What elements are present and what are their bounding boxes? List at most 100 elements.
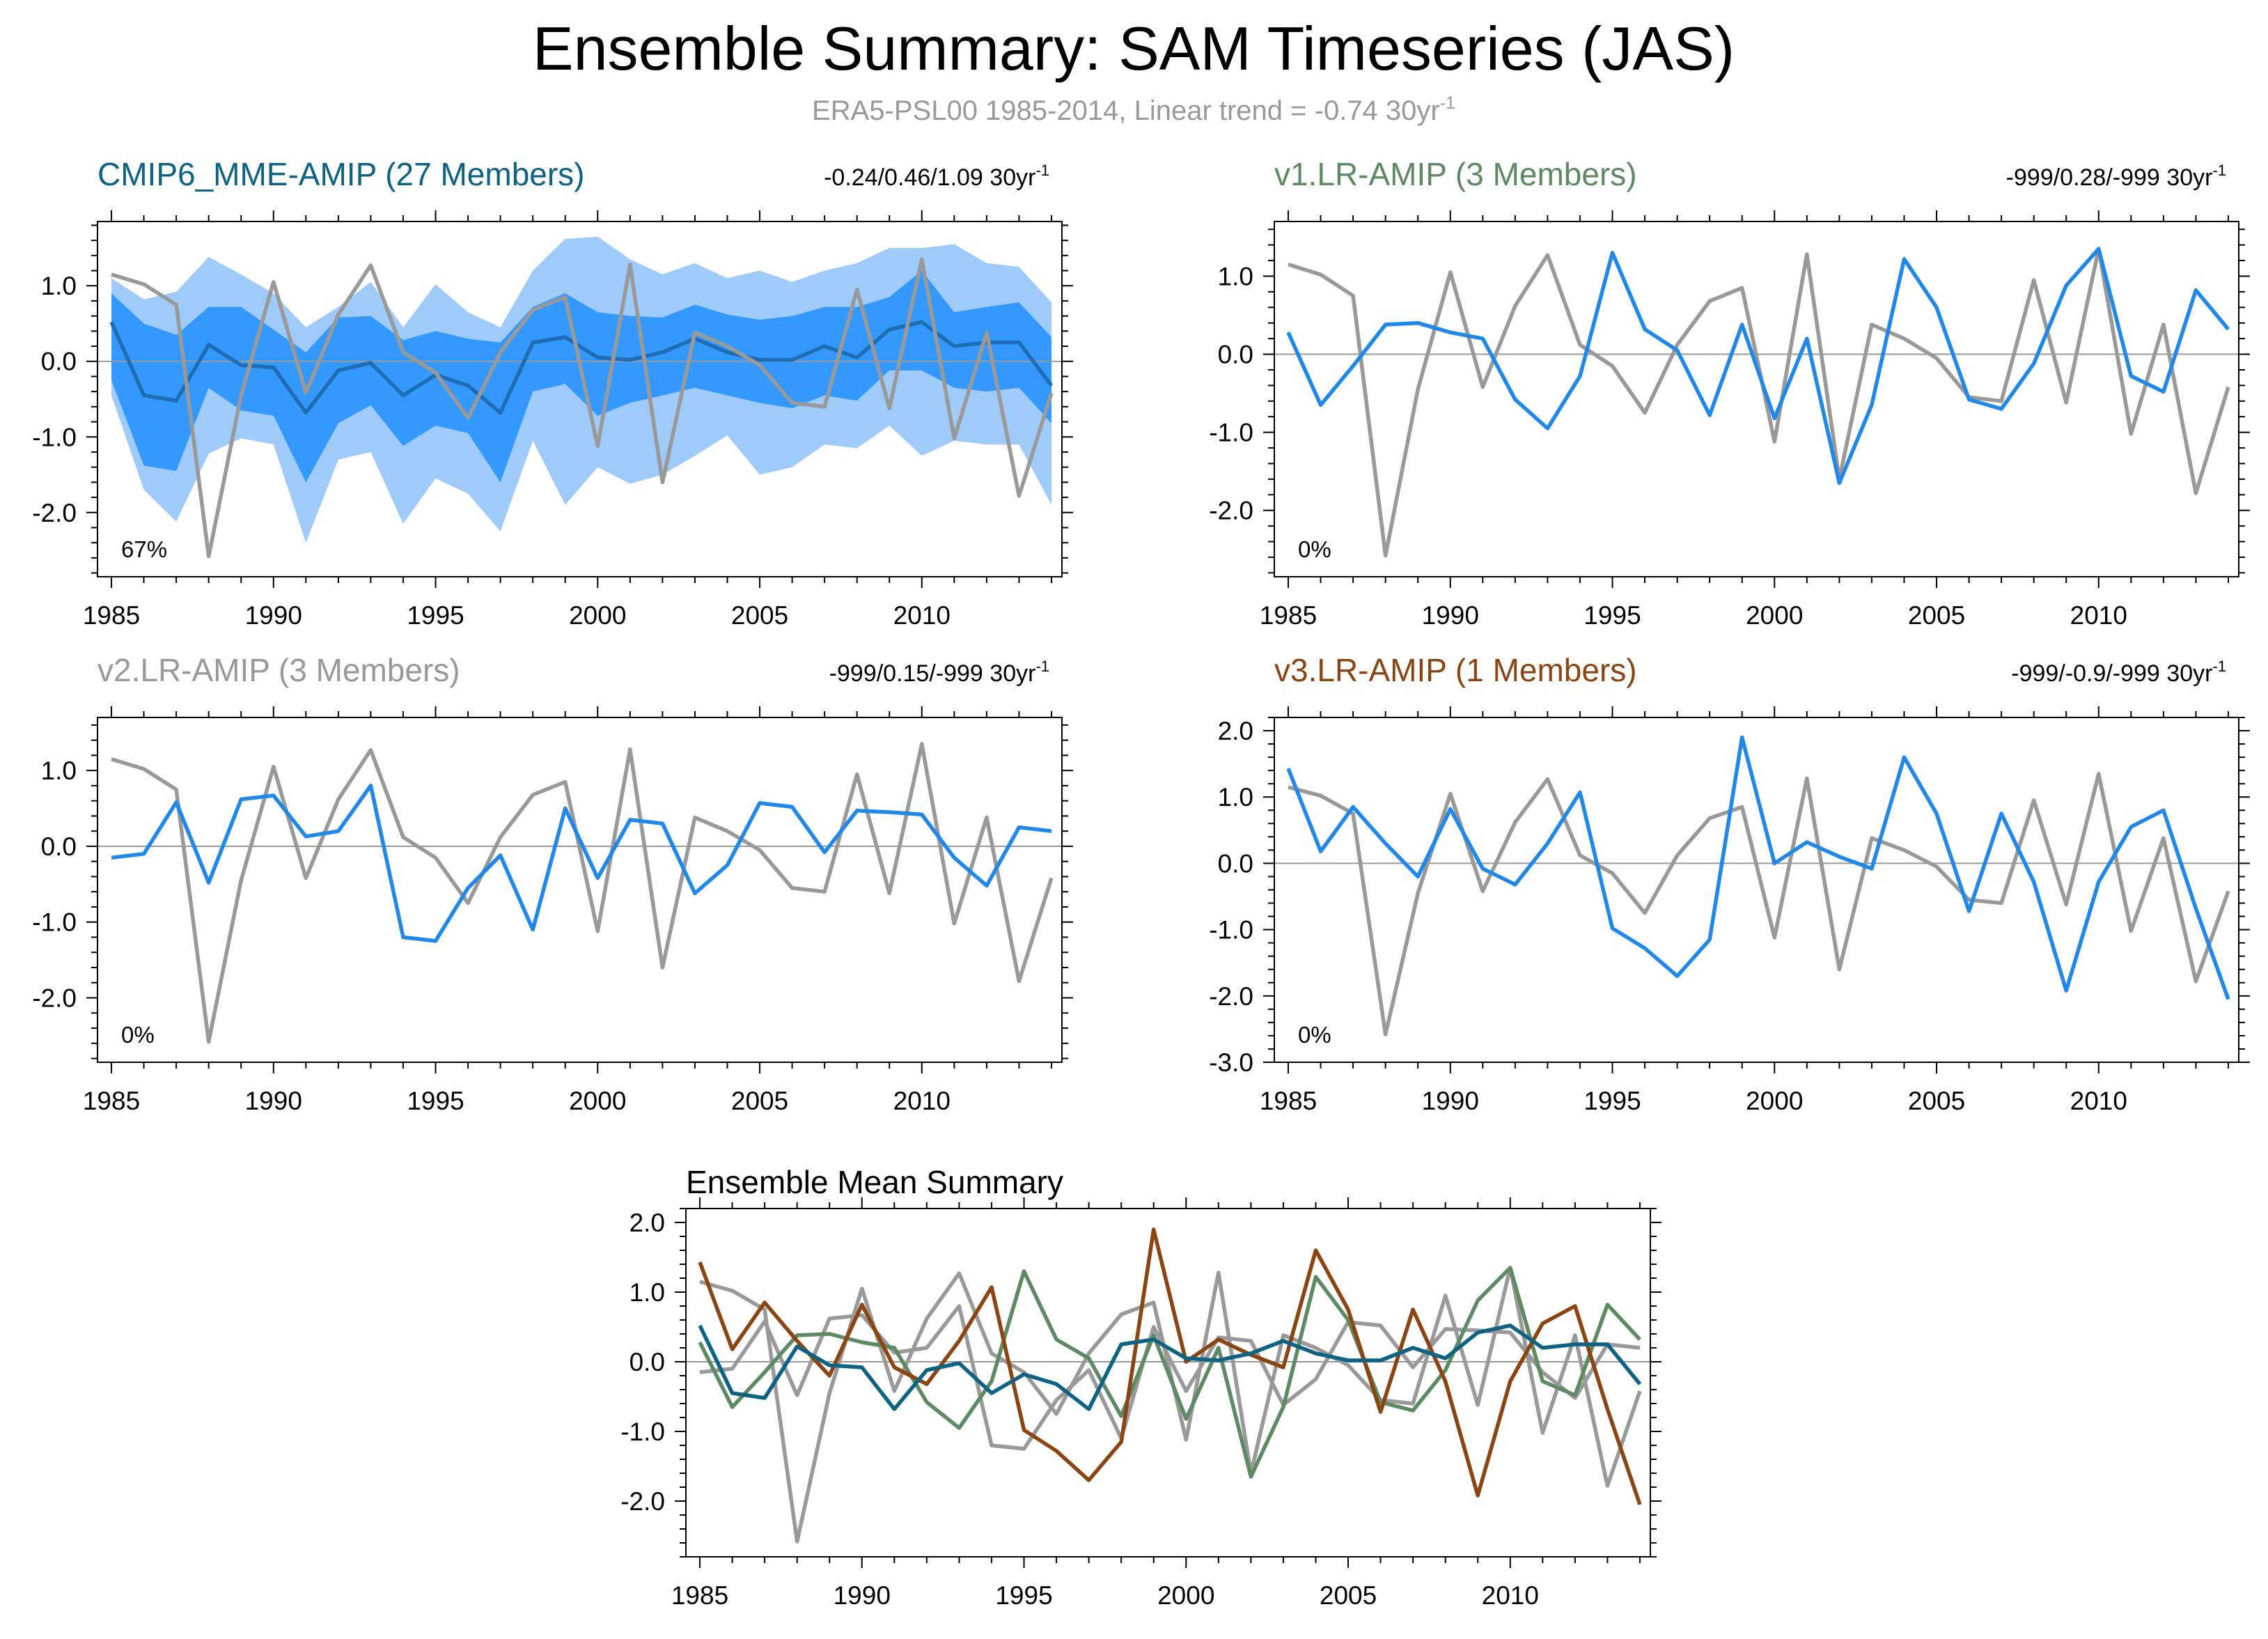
- percent-label: 0%: [1298, 1022, 1331, 1048]
- y-tick-label: -2.0: [32, 984, 77, 1013]
- y-tick-label: 0.0: [629, 1348, 665, 1376]
- figure-title: Ensemble Summary: SAM Timeseries (JAS): [533, 14, 1735, 83]
- panel-v1: v1.LR-AMIP (3 Members) -999/0.28/-999 30y…: [1209, 156, 2250, 630]
- y-tick-label: 1.0: [1218, 262, 1253, 290]
- observed-line: [111, 257, 1054, 559]
- y-tick-label: 2.0: [1218, 717, 1253, 745]
- x-tick-label: 1985: [1260, 601, 1317, 630]
- x-tick-label: 2010: [893, 601, 951, 630]
- x-tick-label: 1990: [1422, 1087, 1479, 1115]
- percent-label: 0%: [121, 1022, 155, 1048]
- x-tick-label: 1995: [1583, 1087, 1641, 1115]
- ensemble-mean-line: [1286, 735, 2230, 1000]
- panel-mme: CMIP6_MME-AMIP (27 Members) -0.24/0.46/1.…: [32, 156, 1073, 630]
- trend-label: -999/0.15/-999 30yr-1: [829, 658, 1049, 687]
- y-tick-label: -1.0: [32, 423, 77, 451]
- y-tick-label: -1.0: [1209, 916, 1253, 945]
- y-tick-label: 0.0: [41, 832, 77, 861]
- observed-line: [1288, 772, 2230, 1036]
- x-tick-label: 2010: [2070, 601, 2127, 630]
- trend-superscript: -1: [1035, 162, 1049, 179]
- x-tick-label: 1985: [83, 601, 140, 630]
- y-tick-label: -2.0: [1209, 497, 1253, 525]
- percent-label: 67%: [121, 536, 167, 562]
- y-tick-label: 1.0: [41, 756, 77, 785]
- ensemble-mean-line: [1286, 247, 2230, 486]
- series-line-v3: [698, 1227, 1642, 1505]
- y-tick-label: -2.0: [1209, 982, 1253, 1011]
- panel-title: CMIP6_MME-AMIP (27 Members): [97, 156, 585, 192]
- x-tick-label: 2005: [731, 1087, 788, 1115]
- x-tick-label: 1995: [995, 1581, 1052, 1610]
- panel-group: CMIP6_MME-AMIP (27 Members) -0.24/0.46/1.…: [32, 156, 2250, 1610]
- trend-label: -999/-0.9/-999 30yr-1: [2011, 658, 2226, 687]
- x-tick-label: 2005: [1320, 1581, 1377, 1610]
- trend-text: -999/-0.9/-999 30yr: [2011, 660, 2212, 687]
- x-tick-label: 1995: [1583, 601, 1641, 630]
- observed-line: [111, 742, 1054, 1044]
- x-tick-label: 1995: [407, 1087, 464, 1115]
- y-tick-label: 2.0: [629, 1209, 665, 1237]
- x-tick-label: 1990: [245, 601, 302, 630]
- ensemble-mean-line: [109, 320, 1054, 415]
- trend-text: -999/0.28/-999 30yr: [2006, 164, 2213, 191]
- y-tick-label: 1.0: [629, 1278, 665, 1307]
- y-tick-label: -1.0: [620, 1417, 665, 1446]
- y-tick-label: -3.0: [1209, 1048, 1253, 1077]
- x-tick-label: 2005: [1908, 1087, 1965, 1115]
- x-tick-label: 2000: [1746, 601, 1803, 630]
- percent-label: 0%: [1298, 536, 1331, 562]
- trend-superscript: -1: [2212, 658, 2226, 675]
- x-tick-label: 1990: [1422, 601, 1479, 630]
- plot-frame: [97, 221, 1063, 577]
- y-tick-label: 0.0: [1218, 849, 1253, 878]
- y-tick-label: 0.0: [1218, 341, 1253, 369]
- panel-v3: v3.LR-AMIP (1 Members) -999/-0.9/-999 30y…: [1209, 652, 2250, 1115]
- x-tick-label: 1985: [671, 1581, 728, 1610]
- figure-subtitle-text: ERA5-PSL00 1985-2014, Linear trend = -0.…: [812, 95, 1440, 126]
- y-tick-label: -2.0: [32, 499, 77, 527]
- y-tick-label: 1.0: [41, 272, 77, 300]
- observed-line: [1288, 247, 2230, 558]
- panel-title: v1.LR-AMIP (3 Members): [1274, 156, 1637, 192]
- x-tick-label: 2005: [1908, 601, 1965, 630]
- trend-superscript: -1: [2212, 162, 2226, 179]
- y-tick-label: -1.0: [32, 908, 77, 937]
- y-tick-label: -2.0: [620, 1487, 665, 1516]
- figure-subtitle-superscript: -1: [1440, 93, 1455, 113]
- x-tick-label: 2000: [1746, 1087, 1803, 1115]
- series-line-mme_summary: [698, 1323, 1642, 1411]
- x-tick-label: 2000: [569, 601, 626, 630]
- plot-frame: [1274, 221, 2239, 577]
- figure-subtitle: ERA5-PSL00 1985-2014, Linear trend = -0.…: [812, 93, 1455, 126]
- series-line-v1: [698, 1266, 1642, 1479]
- y-tick-label: 0.0: [41, 348, 77, 376]
- panel-v2: v2.LR-AMIP (3 Members) -999/0.15/-999 30y…: [32, 652, 1073, 1115]
- x-tick-label: 2010: [2070, 1087, 2127, 1115]
- x-tick-label: 1995: [407, 601, 464, 630]
- y-tick-label: 1.0: [1218, 783, 1253, 811]
- x-tick-label: 2010: [893, 1087, 951, 1115]
- x-tick-label: 2000: [569, 1087, 626, 1115]
- x-tick-label: 1985: [1260, 1087, 1317, 1115]
- panel-title: Ensemble Mean Summary: [686, 1164, 1063, 1200]
- trend-superscript: -1: [1035, 658, 1049, 675]
- plot-frame: [685, 1208, 1651, 1558]
- trend-label: -999/0.28/-999 30yr-1: [2006, 162, 2226, 191]
- panel-title: v3.LR-AMIP (1 Members): [1274, 652, 1637, 688]
- trend-label: -0.24/0.46/1.09 30yr-1: [824, 162, 1049, 191]
- x-tick-label: 2000: [1157, 1581, 1214, 1610]
- x-tick-label: 2005: [731, 601, 788, 630]
- ensemble-mean-line: [111, 784, 1052, 943]
- x-tick-label: 1990: [245, 1087, 302, 1115]
- plot-frame: [97, 717, 1063, 1063]
- trend-text: -0.24/0.46/1.09 30yr: [824, 164, 1035, 191]
- panel-title: v2.LR-AMIP (3 Members): [97, 652, 460, 688]
- y-tick-label: -1.0: [1209, 419, 1253, 447]
- series-line-obs: [699, 1266, 1642, 1544]
- trend-text: -999/0.15/-999 30yr: [829, 660, 1036, 687]
- x-tick-label: 1990: [834, 1581, 891, 1610]
- panel-summary: Ensemble Mean Summary 1985 1990 1995 2000 200…: [620, 1164, 1661, 1610]
- x-tick-label: 2010: [1482, 1581, 1539, 1610]
